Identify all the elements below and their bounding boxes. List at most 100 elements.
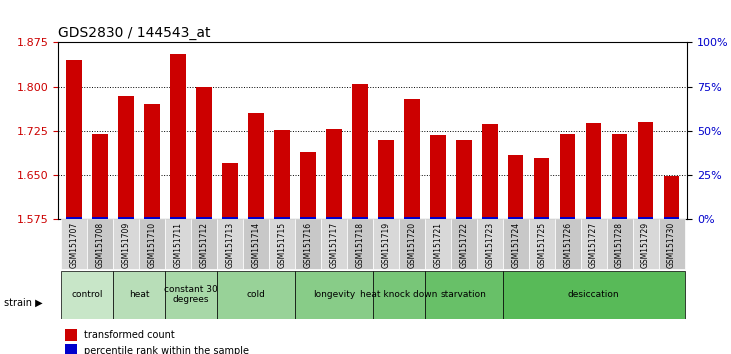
Bar: [222, 164, 238, 219]
FancyBboxPatch shape: [632, 219, 659, 269]
Bar: [637, 217, 654, 219]
Text: percentile rank within the sample: percentile rank within the sample: [83, 346, 249, 354]
Bar: [352, 84, 368, 219]
Text: GSM151726: GSM151726: [563, 222, 572, 268]
FancyBboxPatch shape: [580, 219, 607, 269]
Bar: [196, 87, 212, 219]
Text: GSM151715: GSM151715: [277, 222, 287, 268]
Bar: [170, 54, 186, 219]
Bar: [92, 134, 108, 219]
Text: heat knock down: heat knock down: [360, 290, 437, 299]
FancyBboxPatch shape: [373, 271, 425, 319]
Bar: [508, 155, 523, 219]
Bar: [118, 96, 134, 219]
FancyBboxPatch shape: [191, 219, 217, 269]
FancyBboxPatch shape: [529, 219, 555, 269]
Bar: [67, 60, 82, 219]
Bar: [612, 217, 627, 219]
Text: GSM151720: GSM151720: [407, 222, 416, 268]
Text: GSM151717: GSM151717: [330, 222, 338, 268]
Text: GSM151712: GSM151712: [200, 222, 208, 268]
Bar: [508, 217, 523, 219]
Bar: [430, 135, 446, 219]
Bar: [300, 217, 316, 219]
Bar: [534, 158, 550, 219]
Bar: [637, 122, 654, 219]
Bar: [378, 140, 393, 219]
Text: GSM151718: GSM151718: [355, 222, 364, 268]
FancyBboxPatch shape: [425, 271, 503, 319]
Text: GDS2830 / 144543_at: GDS2830 / 144543_at: [58, 26, 211, 40]
FancyBboxPatch shape: [607, 219, 632, 269]
Bar: [534, 217, 550, 219]
FancyBboxPatch shape: [217, 271, 295, 319]
Text: GSM151729: GSM151729: [641, 222, 650, 268]
Bar: [144, 104, 160, 219]
Text: desiccation: desiccation: [568, 290, 619, 299]
Bar: [274, 130, 289, 219]
Text: constant 30
degrees: constant 30 degrees: [164, 285, 218, 304]
Bar: [586, 217, 602, 219]
Text: GSM151713: GSM151713: [225, 222, 235, 268]
Text: GSM151722: GSM151722: [459, 222, 469, 268]
Text: GSM151727: GSM151727: [589, 222, 598, 268]
FancyBboxPatch shape: [451, 219, 477, 269]
Bar: [404, 217, 420, 219]
FancyBboxPatch shape: [503, 219, 529, 269]
Text: GSM151709: GSM151709: [121, 222, 131, 268]
Bar: [326, 217, 341, 219]
FancyBboxPatch shape: [477, 219, 503, 269]
Text: GSM151728: GSM151728: [615, 222, 624, 268]
Bar: [274, 217, 289, 219]
FancyBboxPatch shape: [165, 271, 217, 319]
FancyBboxPatch shape: [269, 219, 295, 269]
FancyBboxPatch shape: [217, 219, 243, 269]
FancyBboxPatch shape: [503, 271, 684, 319]
Bar: [248, 113, 264, 219]
Bar: [170, 217, 186, 219]
Bar: [196, 217, 212, 219]
Text: heat: heat: [129, 290, 149, 299]
FancyBboxPatch shape: [139, 219, 165, 269]
FancyBboxPatch shape: [425, 219, 451, 269]
FancyBboxPatch shape: [321, 219, 346, 269]
Bar: [300, 152, 316, 219]
Text: GSM151725: GSM151725: [537, 222, 546, 268]
Bar: [248, 217, 264, 219]
FancyBboxPatch shape: [165, 219, 191, 269]
FancyBboxPatch shape: [373, 219, 399, 269]
Bar: [404, 98, 420, 219]
Bar: [430, 217, 446, 219]
FancyBboxPatch shape: [113, 271, 165, 319]
Text: cold: cold: [246, 290, 265, 299]
Text: GSM151721: GSM151721: [433, 222, 442, 268]
Bar: [482, 217, 498, 219]
Bar: [378, 217, 393, 219]
FancyBboxPatch shape: [295, 219, 321, 269]
FancyBboxPatch shape: [659, 219, 684, 269]
Bar: [612, 134, 627, 219]
Bar: [664, 176, 679, 219]
Text: GSM151724: GSM151724: [511, 222, 520, 268]
Bar: [118, 217, 134, 219]
FancyBboxPatch shape: [87, 219, 113, 269]
Bar: [65, 344, 77, 354]
Bar: [456, 217, 471, 219]
Bar: [222, 217, 238, 219]
Text: strain ▶: strain ▶: [4, 298, 42, 308]
Text: GSM151716: GSM151716: [303, 222, 312, 268]
Bar: [586, 123, 602, 219]
Bar: [456, 140, 471, 219]
Text: transformed count: transformed count: [83, 330, 175, 340]
Text: GSM151723: GSM151723: [485, 222, 494, 268]
Text: GSM151730: GSM151730: [667, 222, 676, 268]
Bar: [326, 129, 341, 219]
Text: longevity: longevity: [313, 290, 355, 299]
Bar: [67, 217, 82, 219]
Text: GSM151714: GSM151714: [251, 222, 260, 268]
Bar: [92, 217, 108, 219]
Text: GSM151707: GSM151707: [69, 222, 78, 268]
Text: control: control: [72, 290, 103, 299]
FancyBboxPatch shape: [295, 271, 373, 319]
Text: GSM151710: GSM151710: [148, 222, 156, 268]
